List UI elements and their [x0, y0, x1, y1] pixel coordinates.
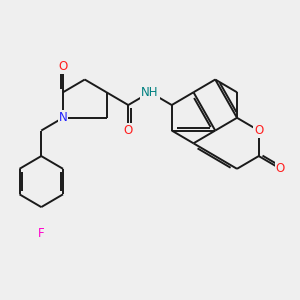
Text: O: O: [124, 124, 133, 137]
Text: N: N: [58, 111, 68, 124]
Text: NH: NH: [141, 86, 159, 99]
Text: O: O: [254, 124, 263, 137]
Text: O: O: [276, 162, 285, 175]
Text: F: F: [38, 227, 45, 240]
Text: O: O: [58, 60, 68, 73]
